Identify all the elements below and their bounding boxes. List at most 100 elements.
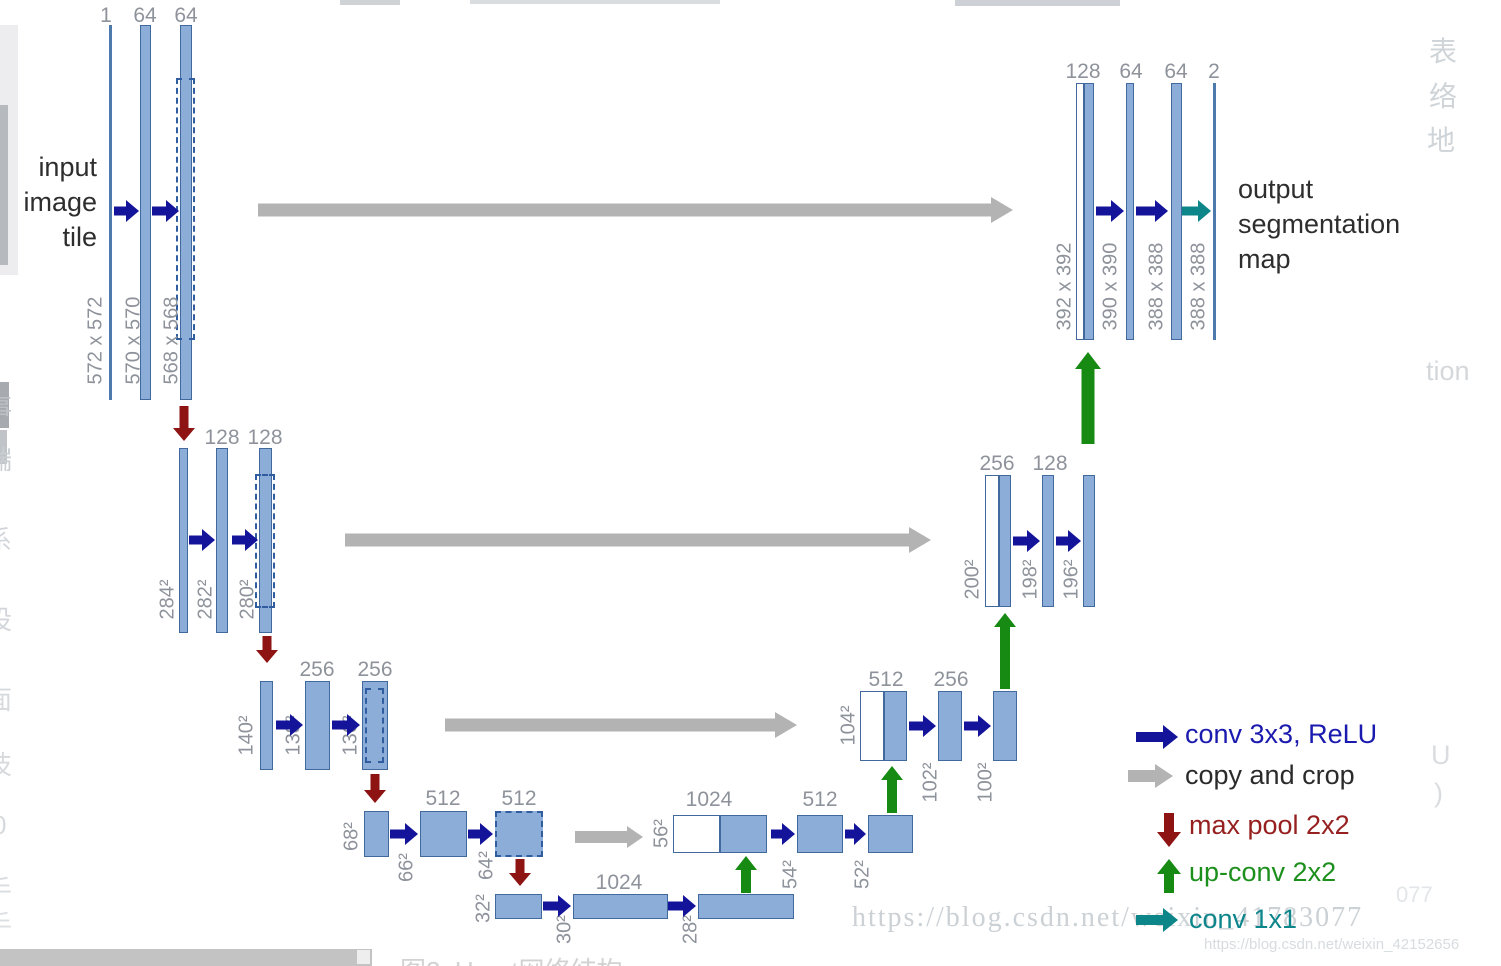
pool-arrow-icon [509,859,531,886]
channel-count-label: 64 [133,4,157,27]
edge-text-fragment: tion [1426,356,1470,386]
watermark-large: https://blog.csdn.net/weixin_41783077 [852,902,1364,933]
background-fragment [0,430,7,464]
channel-count-label: 128 [1032,452,1068,475]
feature-size-label: 102² [919,762,942,803]
edge-text-fragment: 077 [1396,882,1433,907]
enc1-conv1-bar [140,25,151,400]
conv-arrow-icon [1136,200,1168,222]
dec1-bar3 [1171,83,1182,340]
background-fragment [0,382,9,428]
conv-arrow-icon [1096,200,1124,222]
up-arrow-icon [1075,352,1101,444]
conv-arrow-icon [189,529,215,551]
channel-count-label: 128 [204,426,240,449]
edge-text-fragment: 表 [1429,36,1458,67]
legend-conv-arrow-icon [1136,725,1178,749]
channel-count-label: 64 [1164,60,1188,83]
conv-arrow-icon [909,715,936,737]
dec4-upconv-box [720,815,767,853]
conv1x1-arrow-icon [1182,200,1211,222]
feature-size-label: 570 x 570 [122,296,145,385]
legend-upconv-label: up-conv 2x2 [1189,857,1337,887]
pool-arrow-icon [364,774,386,803]
conv-arrow-icon [332,714,360,736]
dec3-bar3 [993,691,1017,761]
edge-text-fragment: 面 [0,680,12,717]
dec2-bar3 [1083,475,1095,607]
conv-arrow-icon [152,200,179,222]
output-label-line: output [1238,174,1314,204]
up-arrow-icon [994,613,1016,689]
up-arrow-icon [881,766,903,813]
background-fragment [340,0,400,5]
edge-text-fragment: 设 [0,600,12,637]
dec3-bar2 [938,691,962,761]
dec2-copied-bar [985,475,999,607]
enc1-conv2-bar [180,25,192,400]
conv-arrow-icon [771,823,795,845]
feature-size-label: 392 x 392 [1053,242,1076,331]
dec2-upconv-bar [999,475,1011,607]
conv-arrow-icon [543,895,571,917]
channel-count-label: 64 [174,4,198,27]
legend-conv1x1-label: conv 1x1 [1189,904,1298,934]
dec4-copied-box [673,815,720,853]
conv-arrow-icon [1056,530,1081,552]
feature-size-label: 56² [650,819,673,848]
legend-pool-arrow-icon [1157,813,1181,847]
channel-count-label: 128 [247,426,283,449]
legend-maxpool-label: max pool 2x2 [1189,810,1350,840]
enc3-bar2 [305,681,330,770]
channel-count-label: 512 [501,787,537,810]
watermark-small: https://blog.csdn.net/weixin_42152656 [1204,936,1460,953]
background-fragment [470,0,720,4]
feature-size-label: 282² [194,579,217,620]
channel-count-label: 128 [1065,60,1101,83]
figure-caption: 图2: U-net网络结构 [400,951,623,966]
output-label-line: map [1238,244,1291,274]
channel-count-label: 1024 [595,871,643,894]
up-arrow-icon [735,856,757,893]
conv-arrow-icon [232,529,258,551]
input-label-line: image [23,187,97,217]
conv-arrow-icon [276,714,303,736]
edge-text-fragment: U [1431,740,1451,770]
feature-size-label: 100² [974,762,997,803]
channel-count-label: 512 [802,788,838,811]
edge-text-fragment: 地 [1427,125,1456,156]
enc3-bar1 [260,681,273,770]
channel-count-label: 1 [100,4,112,27]
edge-text-fragment: 手 [0,870,12,907]
conv-arrow-icon [1013,530,1040,552]
dec1-bar2 [1126,83,1134,340]
legend-up-arrow-icon [1157,859,1181,893]
feature-size-label: 66² [395,853,418,882]
edge-text-fragment: 事 [0,388,12,425]
feature-size-label: 200² [961,559,984,600]
pool-arrow-icon [173,406,195,441]
edge-text-fragment: 技 [0,745,12,782]
copy-arrow-icon [345,527,931,553]
enc4-box2 [420,811,467,857]
enc1-input-bar [109,25,112,400]
crop-region-enc3 [365,688,384,763]
pool-arrow-icon [256,636,278,663]
conv-arrow-icon [964,715,991,737]
enc2-bar3 [259,448,272,633]
feature-size-label: 104² [837,705,860,746]
feature-size-label: 68² [340,822,363,851]
dec1-output-bar [1213,83,1216,340]
input-label-line: tile [62,222,97,252]
channel-count-label: 2 [1208,60,1220,83]
copy-arrow-icon [445,712,797,738]
edge-text-fragment: 0 [0,810,6,841]
feature-size-label: 140² [235,715,258,756]
background-fragment [0,949,372,966]
bottleneck-box1 [495,894,542,919]
feature-size-label: 32² [472,894,495,923]
conv-arrow-icon [845,823,866,845]
conv-arrow-icon [390,823,418,845]
dec2-bar2 [1042,475,1054,607]
legend-copy-arrow-icon [1128,764,1173,788]
